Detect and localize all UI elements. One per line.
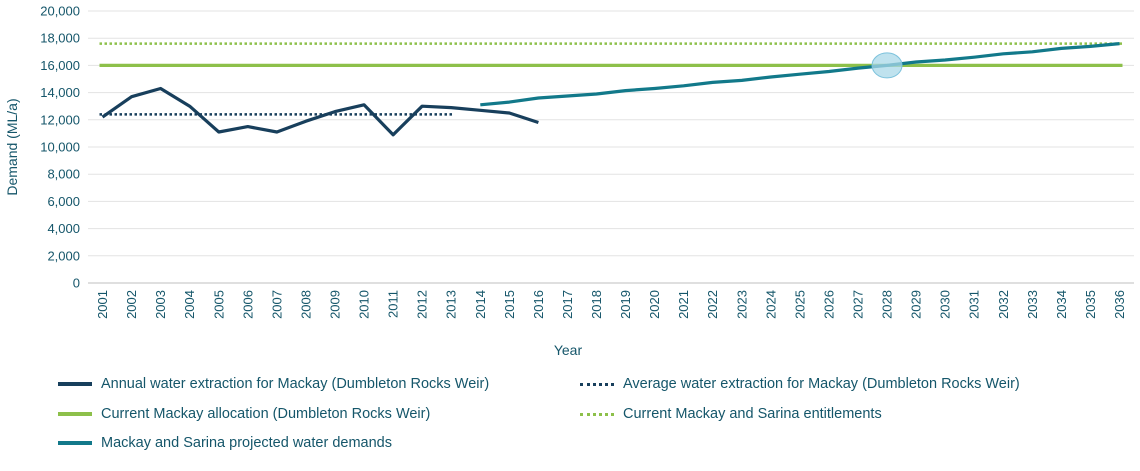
x-tick-label: 2017 xyxy=(560,290,575,319)
legend-swatch xyxy=(580,412,614,416)
x-tick-label: 2030 xyxy=(938,290,953,319)
series-line-4 xyxy=(480,42,1120,107)
y-axis-title: Demand (ML/a) xyxy=(4,98,20,195)
x-tick-label: 2012 xyxy=(415,290,430,319)
x-tick-label: 2007 xyxy=(269,290,284,319)
legend-label: Average water extraction for Mackay (Dum… xyxy=(623,376,1020,392)
x-tick-label: 2022 xyxy=(705,290,720,319)
x-tick-label: 2035 xyxy=(1083,290,1098,319)
x-tick-label: 2005 xyxy=(211,290,226,319)
highlight-marker xyxy=(871,52,903,79)
x-tick-label: 2018 xyxy=(589,290,604,319)
legend-item-projected-demands: Mackay and Sarina projected water demand… xyxy=(58,433,392,453)
legend-swatch xyxy=(580,382,614,386)
x-tick-label: 2032 xyxy=(996,290,1011,319)
x-tick-label: 2024 xyxy=(763,290,778,319)
x-tick-label: 2028 xyxy=(880,290,895,319)
legend-item-current-allocation: Current Mackay allocation (Dumbleton Roc… xyxy=(58,404,430,424)
x-tick-label: 2023 xyxy=(734,290,749,319)
legend-label: Current Mackay allocation (Dumbleton Roc… xyxy=(101,406,431,422)
y-tick-label: 8,000 xyxy=(47,167,80,182)
y-tick-label: 4,000 xyxy=(47,221,80,236)
legend-swatch xyxy=(58,441,92,445)
legend-swatch xyxy=(58,382,92,386)
x-tick-label: 2025 xyxy=(792,290,807,319)
x-tick-label: 2021 xyxy=(676,290,691,319)
x-tick-label: 2031 xyxy=(967,290,982,319)
annotations xyxy=(871,52,903,79)
x-tick-label: 2029 xyxy=(909,290,924,319)
y-tick-label: 18,000 xyxy=(40,31,80,46)
x-tick-label: 2033 xyxy=(1025,290,1040,319)
y-tick-label: 12,000 xyxy=(40,112,80,127)
y-tick-label: 20,000 xyxy=(40,4,80,19)
x-tick-label: 2027 xyxy=(850,290,865,319)
x-tick-label: 2016 xyxy=(531,290,546,319)
legend-label: Annual water extraction for Mackay (Dumb… xyxy=(101,376,490,392)
legend-label: Mackay and Sarina projected water demand… xyxy=(101,435,392,451)
legend-label: Current Mackay and Sarina entitlements xyxy=(623,406,882,422)
y-tick-labels: 0 2,000 4,000 6,000 8,000 10,000 12,000 14,000 1… xyxy=(40,4,80,291)
x-tick-label: 2003 xyxy=(153,290,168,319)
legend-item-average-extraction: Average water extraction for Mackay (Dum… xyxy=(580,374,1020,394)
y-tick-label: 16,000 xyxy=(40,58,80,73)
y-tick-label: 10,000 xyxy=(40,140,80,155)
series-line-0 xyxy=(101,86,539,137)
x-tick-label: 2036 xyxy=(1112,290,1127,319)
x-tick-label: 2013 xyxy=(444,290,459,319)
x-tick-label: 2034 xyxy=(1054,290,1069,319)
x-tick-label: 2006 xyxy=(240,290,255,319)
x-tick-label: 2015 xyxy=(502,290,517,319)
x-tick-label: 2004 xyxy=(182,290,197,319)
y-tick-label: 14,000 xyxy=(40,85,80,100)
x-axis-title: Year xyxy=(554,342,583,358)
legend-item-annual-extraction: Annual water extraction for Mackay (Dumb… xyxy=(58,374,489,394)
x-tick-label: 2014 xyxy=(473,290,488,319)
x-tick-label: 2026 xyxy=(821,290,836,319)
x-tick-label: 2009 xyxy=(327,290,342,319)
legend-swatch xyxy=(58,412,92,416)
x-tick-label: 2002 xyxy=(124,290,139,319)
y-tick-label: 0 xyxy=(73,276,80,291)
x-tick-label: 2020 xyxy=(647,290,662,319)
y-tick-label: 6,000 xyxy=(47,194,80,209)
x-tick-labels: 2001 2002 2003 2004 2005 2006 2007 2008 2009 2010… xyxy=(95,290,1127,319)
x-tick-label: 2008 xyxy=(298,290,313,319)
x-tick-label: 2019 xyxy=(618,290,633,319)
x-tick-label: 2011 xyxy=(386,290,401,318)
gridlines xyxy=(88,10,1134,284)
x-tick-label: 2010 xyxy=(357,290,372,319)
y-tick-label: 2,000 xyxy=(47,248,80,263)
series-lines xyxy=(99,42,1123,137)
x-tick-label: 2001 xyxy=(95,290,110,319)
legend-item-entitlements: Current Mackay and Sarina entitlements xyxy=(580,404,882,424)
